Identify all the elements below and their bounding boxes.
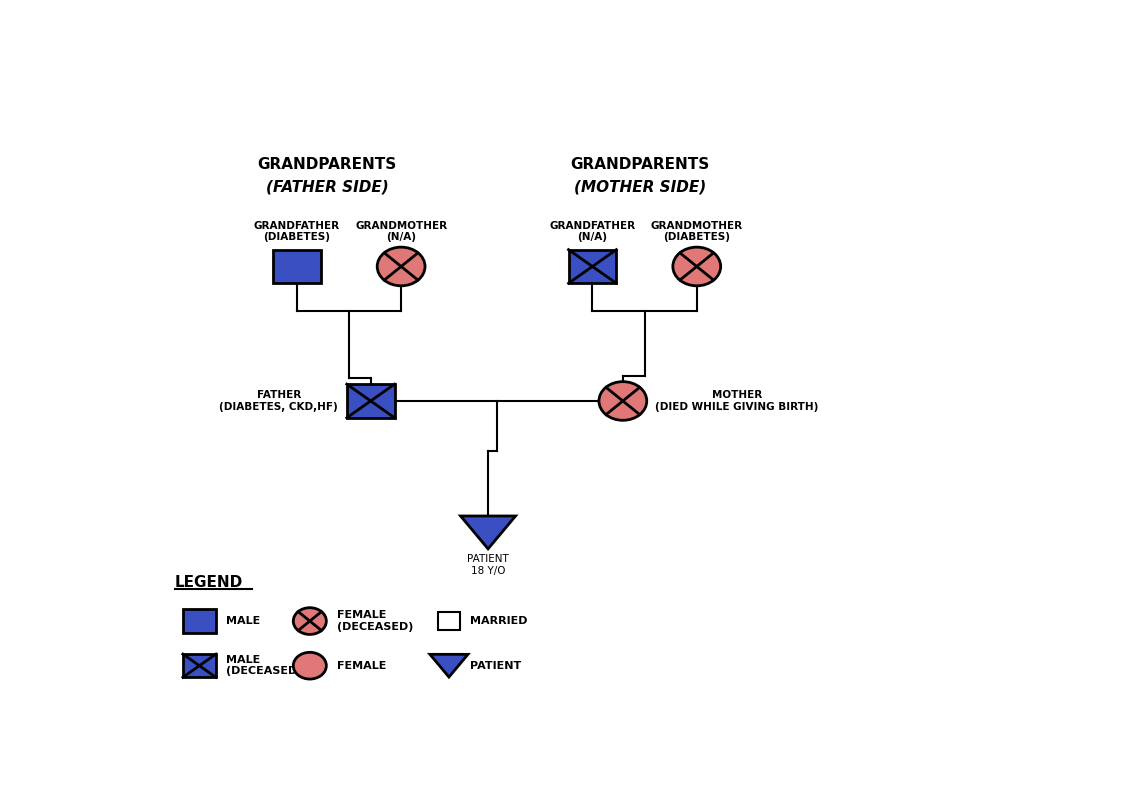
Polygon shape xyxy=(430,654,468,677)
Text: MALE: MALE xyxy=(227,616,260,626)
Ellipse shape xyxy=(293,607,327,634)
Bar xyxy=(183,610,215,633)
Bar xyxy=(347,384,395,418)
Ellipse shape xyxy=(293,653,327,679)
Text: LEGEND: LEGEND xyxy=(175,575,243,590)
Bar xyxy=(183,654,215,677)
Text: (FATHER SIDE): (FATHER SIDE) xyxy=(266,179,388,195)
Text: PATIENT
18 Y/O: PATIENT 18 Y/O xyxy=(467,554,509,576)
Text: FEMALE: FEMALE xyxy=(337,661,386,671)
Text: FATHER
(DIABETES, CKD,HF): FATHER (DIABETES, CKD,HF) xyxy=(219,390,338,412)
Text: PATIENT: PATIENT xyxy=(470,661,522,671)
Bar xyxy=(439,612,460,630)
Text: (MOTHER SIDE): (MOTHER SIDE) xyxy=(574,179,707,195)
Ellipse shape xyxy=(673,247,720,286)
Text: MARRIED: MARRIED xyxy=(470,616,527,626)
Bar xyxy=(569,249,616,283)
Text: GRANDPARENTS: GRANDPARENTS xyxy=(571,156,710,172)
Text: GRANDFATHER
(DIABETES): GRANDFATHER (DIABETES) xyxy=(254,221,340,242)
Text: MOTHER
(DIED WHILE GIVING BIRTH): MOTHER (DIED WHILE GIVING BIRTH) xyxy=(655,390,819,412)
Text: FEMALE
(DECEASED): FEMALE (DECEASED) xyxy=(337,611,413,632)
Text: GRANDFATHER
(N/A): GRANDFATHER (N/A) xyxy=(550,221,635,242)
Ellipse shape xyxy=(599,382,646,420)
Text: MALE
(DECEASED): MALE (DECEASED) xyxy=(227,655,303,676)
Text: GRANDMOTHER
(DIABETES): GRANDMOTHER (DIABETES) xyxy=(651,221,743,242)
Text: GRANDMOTHER
(N/A): GRANDMOTHER (N/A) xyxy=(355,221,448,242)
Polygon shape xyxy=(460,516,516,549)
Bar xyxy=(273,249,321,283)
Ellipse shape xyxy=(377,247,425,286)
Text: GRANDPARENTS: GRANDPARENTS xyxy=(258,156,397,172)
